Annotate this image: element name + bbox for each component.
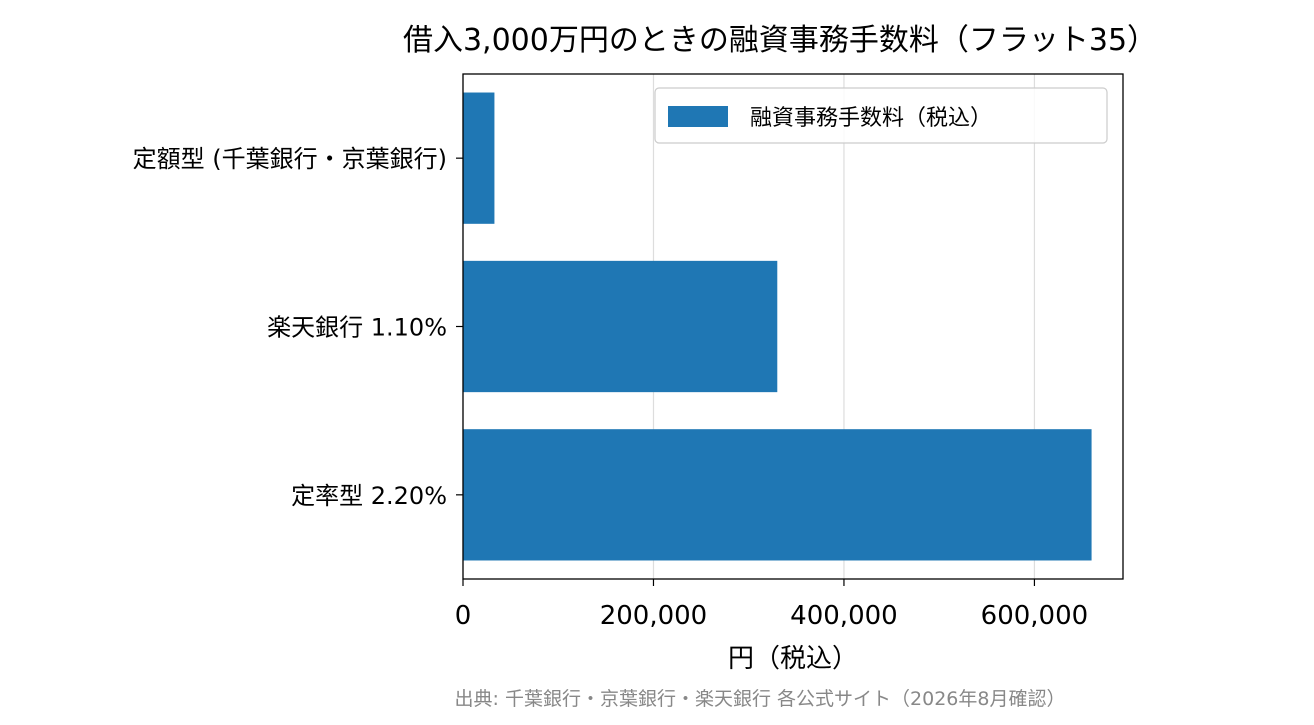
chart-title: 借入3,000万円のときの融資事務手数料（フラット35） <box>403 23 1157 58</box>
source-note: 出典: 千葉銀行・京葉銀行・楽天銀行 各公式サイト（2026年8月確認） <box>455 688 1066 710</box>
legend: 融資事務手数料（税込） <box>654 87 1108 144</box>
legend-box <box>654 87 1108 144</box>
y-tick-label: 楽天銀行 1.10% <box>267 314 447 342</box>
x-tick-label: 0 <box>455 601 472 631</box>
x-tick-label: 400,000 <box>790 601 898 631</box>
x-axis: 0 200,000 400,000 600,000 <box>455 579 1088 631</box>
bar <box>463 429 1092 561</box>
legend-label: 融資事務手数料（税込） <box>750 106 992 131</box>
bars <box>463 92 1092 561</box>
y-tick-label: 定率型 2.20% <box>291 482 447 510</box>
bar <box>463 260 778 393</box>
x-axis-label: 円（税込） <box>728 644 858 674</box>
bar <box>463 92 495 224</box>
y-tick-label: 定額型 (千葉銀行・京葉銀行) <box>133 145 447 173</box>
legend-swatch <box>668 106 728 127</box>
x-tick-label: 600,000 <box>981 601 1089 631</box>
x-tick-label: 200,000 <box>600 601 708 631</box>
y-axis: 定率型 2.20% 楽天銀行 1.10% 定額型 (千葉銀行・京葉銀行) <box>133 145 463 510</box>
